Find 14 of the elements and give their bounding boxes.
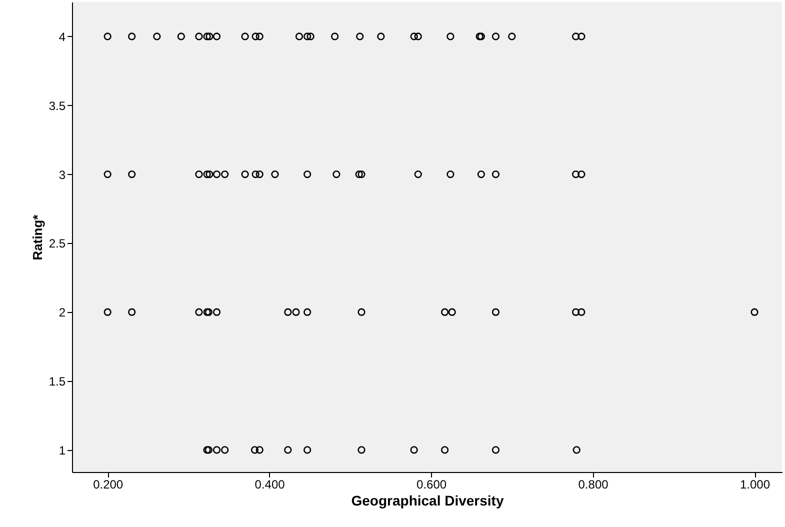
x-tick-label: 0.800: [578, 478, 609, 492]
y-tick-label: 1: [58, 443, 66, 458]
y-tick-label: 3: [58, 168, 66, 182]
y-tick-label: 2.5: [48, 236, 66, 251]
x-tick-label: 0.200: [93, 478, 124, 492]
y-tick-label: 1.5: [48, 374, 66, 389]
y-tick-label: 2: [58, 306, 66, 320]
x-tick-label: 0.400: [254, 478, 286, 492]
y-tick-label: 4: [58, 30, 66, 44]
x-tick-label: 1.000: [740, 478, 770, 492]
y-tick-label: 3.5: [48, 98, 66, 113]
y-axis-title: Rating*: [30, 214, 45, 260]
x-tick-label: 0.600: [416, 478, 447, 492]
x-axis-title: Geographical Diversity: [351, 492, 504, 508]
